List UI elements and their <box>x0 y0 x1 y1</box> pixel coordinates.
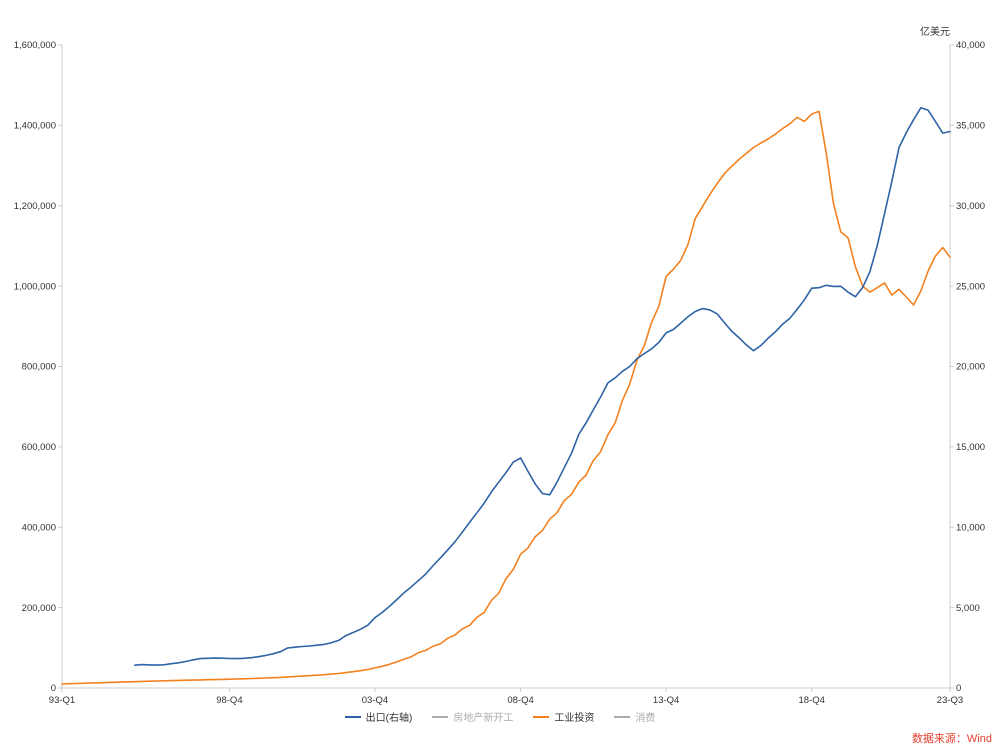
left-axis-tick-label: 200,000 <box>22 603 56 614</box>
left-axis-tick-label: 400,000 <box>22 522 56 533</box>
right-axis-unit-label: 亿美元 <box>920 25 950 38</box>
left-axis-tick-label: 1,400,000 <box>14 121 56 132</box>
series-line-出口(右轴) <box>134 106 951 667</box>
right-axis-tick-label: 5,000 <box>956 603 980 614</box>
legend-line-marker <box>614 715 631 718</box>
data-source-label: 数据来源：Wind <box>911 733 992 745</box>
legend-item-出口(右轴)[interactable]: 出口(右轴) <box>344 709 413 724</box>
legend-item-房地产新开工[interactable]: 房地产新开工 <box>432 709 513 724</box>
legend-item-label: 出口(右轴) <box>365 713 413 724</box>
right-axis-tick-label: 35,000 <box>956 121 985 132</box>
legend-item-label: 消费 <box>635 713 656 724</box>
x-axis-tick-label: 93-Q1 <box>49 695 75 706</box>
x-axis-tick-label: 18-Q4 <box>799 695 825 706</box>
x-axis-tick-label: 03-Q4 <box>362 695 388 706</box>
legend-line-marker <box>344 715 361 718</box>
x-axis-tick-label: 98-Q4 <box>216 695 242 706</box>
right-axis-tick-label: 30,000 <box>956 201 985 212</box>
left-axis-tick-label: 1,000,000 <box>14 281 56 292</box>
legend-item-label: 房地产新开工 <box>453 713 514 724</box>
legend-line-marker <box>432 715 449 718</box>
legend-item-工业投资[interactable]: 工业投资 <box>533 709 594 724</box>
left-axis-tick-label: 1,600,000 <box>14 40 56 51</box>
right-axis-tick-label: 20,000 <box>956 362 985 373</box>
right-axis-tick-label: 25,000 <box>956 281 985 292</box>
series-lines <box>61 106 951 685</box>
tick-labels: 0 200,000 400,000 600,000 800,000 1,000,000 1,… <box>14 40 985 706</box>
left-axis-tick-label: 0 <box>51 683 56 694</box>
legend-item-消费[interactable]: 消费 <box>614 709 655 724</box>
legend-line-marker <box>533 715 550 718</box>
right-axis-tick-label: 0 <box>956 683 961 694</box>
right-axis-tick-label: 40,000 <box>956 40 985 51</box>
x-axis-tick-label: 23-Q3 <box>937 695 963 706</box>
series-line-工业投资 <box>61 110 951 685</box>
axes <box>58 44 954 692</box>
legend-item-label: 工业投资 <box>554 713 595 724</box>
right-axis-tick-label: 15,000 <box>956 442 985 453</box>
left-axis-tick-label: 600,000 <box>22 442 56 453</box>
left-axis-tick-label: 800,000 <box>22 362 56 373</box>
right-axis-tick-label: 10,000 <box>956 522 985 533</box>
left-axis-tick-label: 1,200,000 <box>14 201 56 212</box>
x-axis-tick-label: 13-Q4 <box>653 695 679 706</box>
chart-legend: 出口(右轴) 房地产新开工 工业投资 消费 <box>0 709 1000 724</box>
x-axis-tick-label: 08-Q4 <box>507 695 533 706</box>
